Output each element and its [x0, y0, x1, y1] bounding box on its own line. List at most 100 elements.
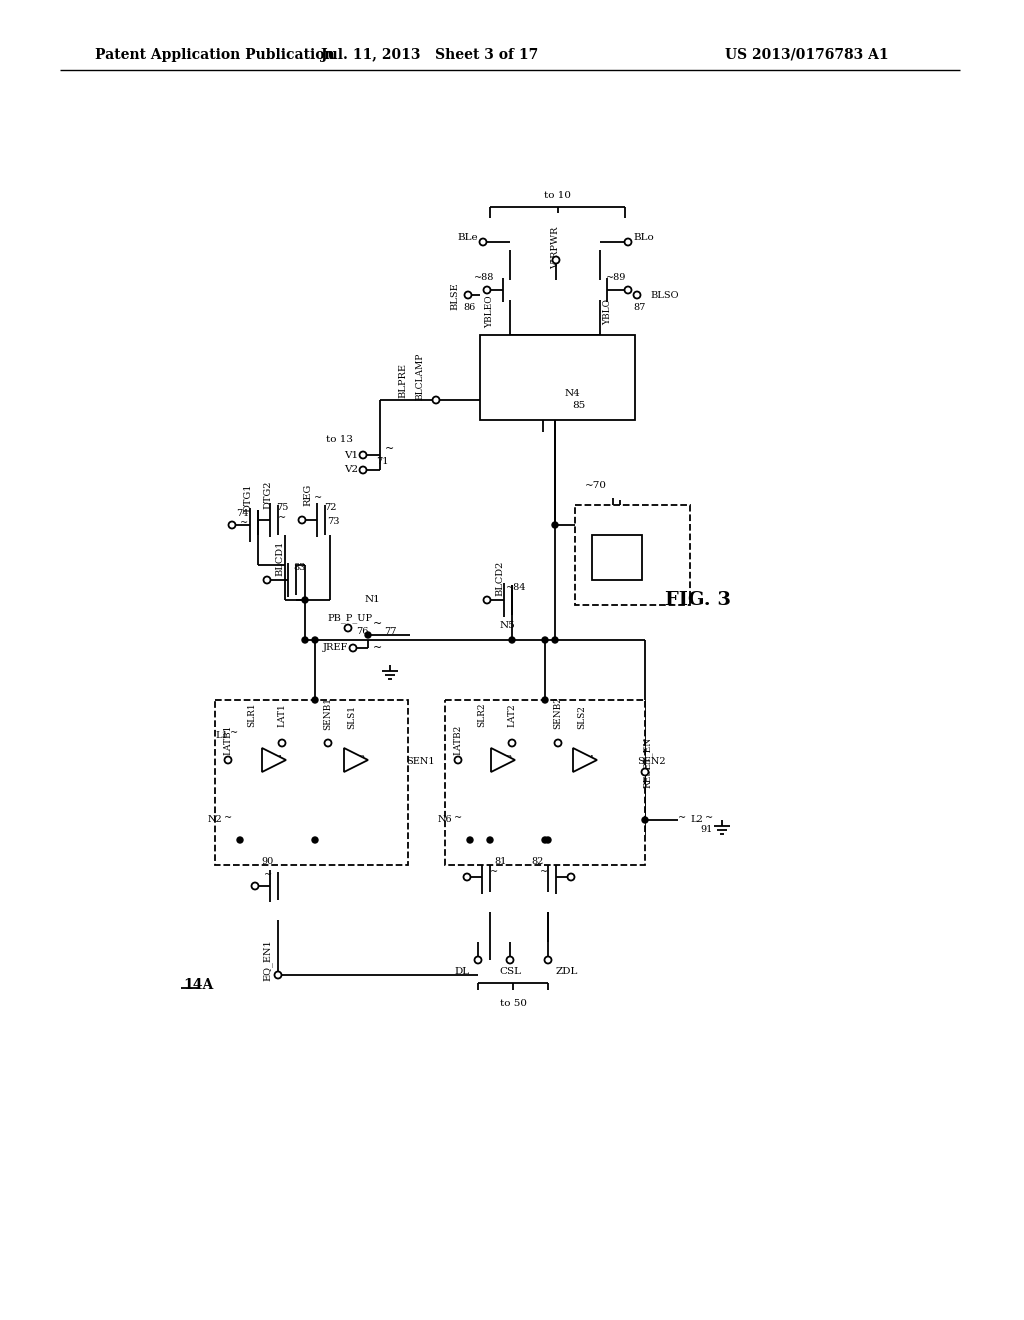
Text: 81: 81 — [494, 858, 507, 866]
Circle shape — [312, 638, 318, 643]
Circle shape — [274, 972, 282, 978]
Text: 73: 73 — [327, 517, 339, 527]
Text: L2: L2 — [690, 816, 702, 825]
Text: SLS2: SLS2 — [578, 705, 587, 729]
Text: REG: REG — [303, 484, 312, 506]
Text: EQ_EN1: EQ_EN1 — [263, 939, 272, 981]
Text: to 13: to 13 — [326, 436, 353, 445]
Circle shape — [542, 837, 548, 843]
Circle shape — [545, 837, 551, 843]
Circle shape — [237, 837, 243, 843]
Text: 77: 77 — [384, 627, 396, 636]
Text: ~: ~ — [454, 813, 462, 822]
Text: BLo: BLo — [633, 232, 653, 242]
Circle shape — [467, 837, 473, 843]
Text: 85: 85 — [572, 400, 586, 409]
Text: BLCD2: BLCD2 — [496, 560, 505, 595]
Circle shape — [552, 521, 558, 528]
Circle shape — [359, 466, 367, 474]
Text: ~: ~ — [540, 867, 548, 876]
Text: DTG1: DTG1 — [244, 483, 253, 512]
Text: SLR2: SLR2 — [477, 702, 486, 727]
Text: N6: N6 — [437, 816, 452, 825]
Text: ~: ~ — [264, 870, 272, 879]
Text: Patent Application Publication: Patent Application Publication — [95, 48, 335, 62]
Text: SLR1: SLR1 — [248, 702, 256, 727]
Text: N1: N1 — [365, 595, 381, 605]
Circle shape — [553, 256, 559, 264]
Text: 83: 83 — [294, 562, 306, 572]
Text: 74: 74 — [236, 508, 248, 517]
Circle shape — [302, 597, 308, 603]
Text: ~: ~ — [489, 867, 498, 876]
Text: LAT2: LAT2 — [508, 704, 516, 727]
Text: BLCD1: BLCD1 — [275, 540, 285, 576]
Circle shape — [567, 874, 574, 880]
Polygon shape — [490, 748, 515, 772]
Text: YBLO: YBLO — [603, 300, 612, 325]
Text: FIG. 3: FIG. 3 — [665, 591, 731, 609]
Circle shape — [545, 957, 552, 964]
Text: LATB2: LATB2 — [454, 725, 463, 755]
Text: N5: N5 — [500, 620, 516, 630]
Text: ~88: ~88 — [474, 273, 495, 282]
Text: ~: ~ — [385, 444, 394, 454]
Circle shape — [349, 644, 356, 652]
Circle shape — [483, 286, 490, 293]
Text: ~: ~ — [705, 813, 713, 822]
Text: SENB2: SENB2 — [554, 697, 562, 730]
Text: BLCLAMP: BLCLAMP — [416, 352, 425, 400]
Circle shape — [465, 292, 471, 298]
Polygon shape — [344, 748, 368, 772]
Text: ZDL: ZDL — [556, 968, 579, 977]
Circle shape — [509, 638, 515, 643]
Bar — [575, 506, 690, 605]
Circle shape — [365, 632, 371, 638]
Text: N4: N4 — [565, 388, 581, 397]
Text: US 2013/0176783 A1: US 2013/0176783 A1 — [725, 48, 889, 62]
Circle shape — [263, 577, 270, 583]
Circle shape — [487, 837, 493, 843]
Circle shape — [344, 624, 351, 631]
Text: LATB1: LATB1 — [223, 725, 232, 755]
Text: DL: DL — [455, 968, 470, 977]
Text: ~: ~ — [224, 813, 232, 822]
Circle shape — [432, 396, 439, 404]
Text: 86: 86 — [464, 304, 476, 313]
Circle shape — [455, 756, 462, 763]
Bar — [480, 335, 635, 420]
Text: ~: ~ — [278, 513, 286, 523]
Text: Jul. 11, 2013   Sheet 3 of 17: Jul. 11, 2013 Sheet 3 of 17 — [322, 48, 539, 62]
Circle shape — [641, 768, 648, 776]
Circle shape — [312, 697, 318, 704]
Circle shape — [252, 883, 258, 890]
Text: LAT1: LAT1 — [278, 704, 287, 727]
Circle shape — [224, 756, 231, 763]
Text: 62: 62 — [354, 755, 367, 764]
Text: 82: 82 — [531, 858, 544, 866]
Circle shape — [464, 874, 470, 880]
Text: BLSO: BLSO — [650, 292, 679, 301]
Circle shape — [542, 697, 548, 704]
Circle shape — [279, 739, 286, 747]
Text: VIRPWR: VIRPWR — [552, 227, 560, 269]
Circle shape — [299, 516, 305, 524]
Text: BLSE: BLSE — [451, 282, 460, 310]
Circle shape — [634, 292, 640, 298]
Circle shape — [302, 638, 308, 643]
Text: ~: ~ — [314, 494, 323, 503]
Circle shape — [542, 638, 548, 643]
Text: V1: V1 — [344, 450, 358, 459]
Text: BLPRE: BLPRE — [398, 363, 408, 397]
Circle shape — [625, 286, 632, 293]
Text: ~70: ~70 — [585, 480, 607, 490]
Bar — [445, 700, 645, 865]
Text: 91: 91 — [700, 825, 713, 834]
Text: SEN2: SEN2 — [637, 758, 666, 767]
Circle shape — [325, 739, 332, 747]
Text: PB_P_UP: PB_P_UP — [328, 614, 373, 623]
Text: ~: ~ — [230, 729, 238, 738]
Text: 76: 76 — [355, 627, 369, 636]
Text: ~: ~ — [240, 519, 248, 528]
Polygon shape — [262, 748, 286, 772]
